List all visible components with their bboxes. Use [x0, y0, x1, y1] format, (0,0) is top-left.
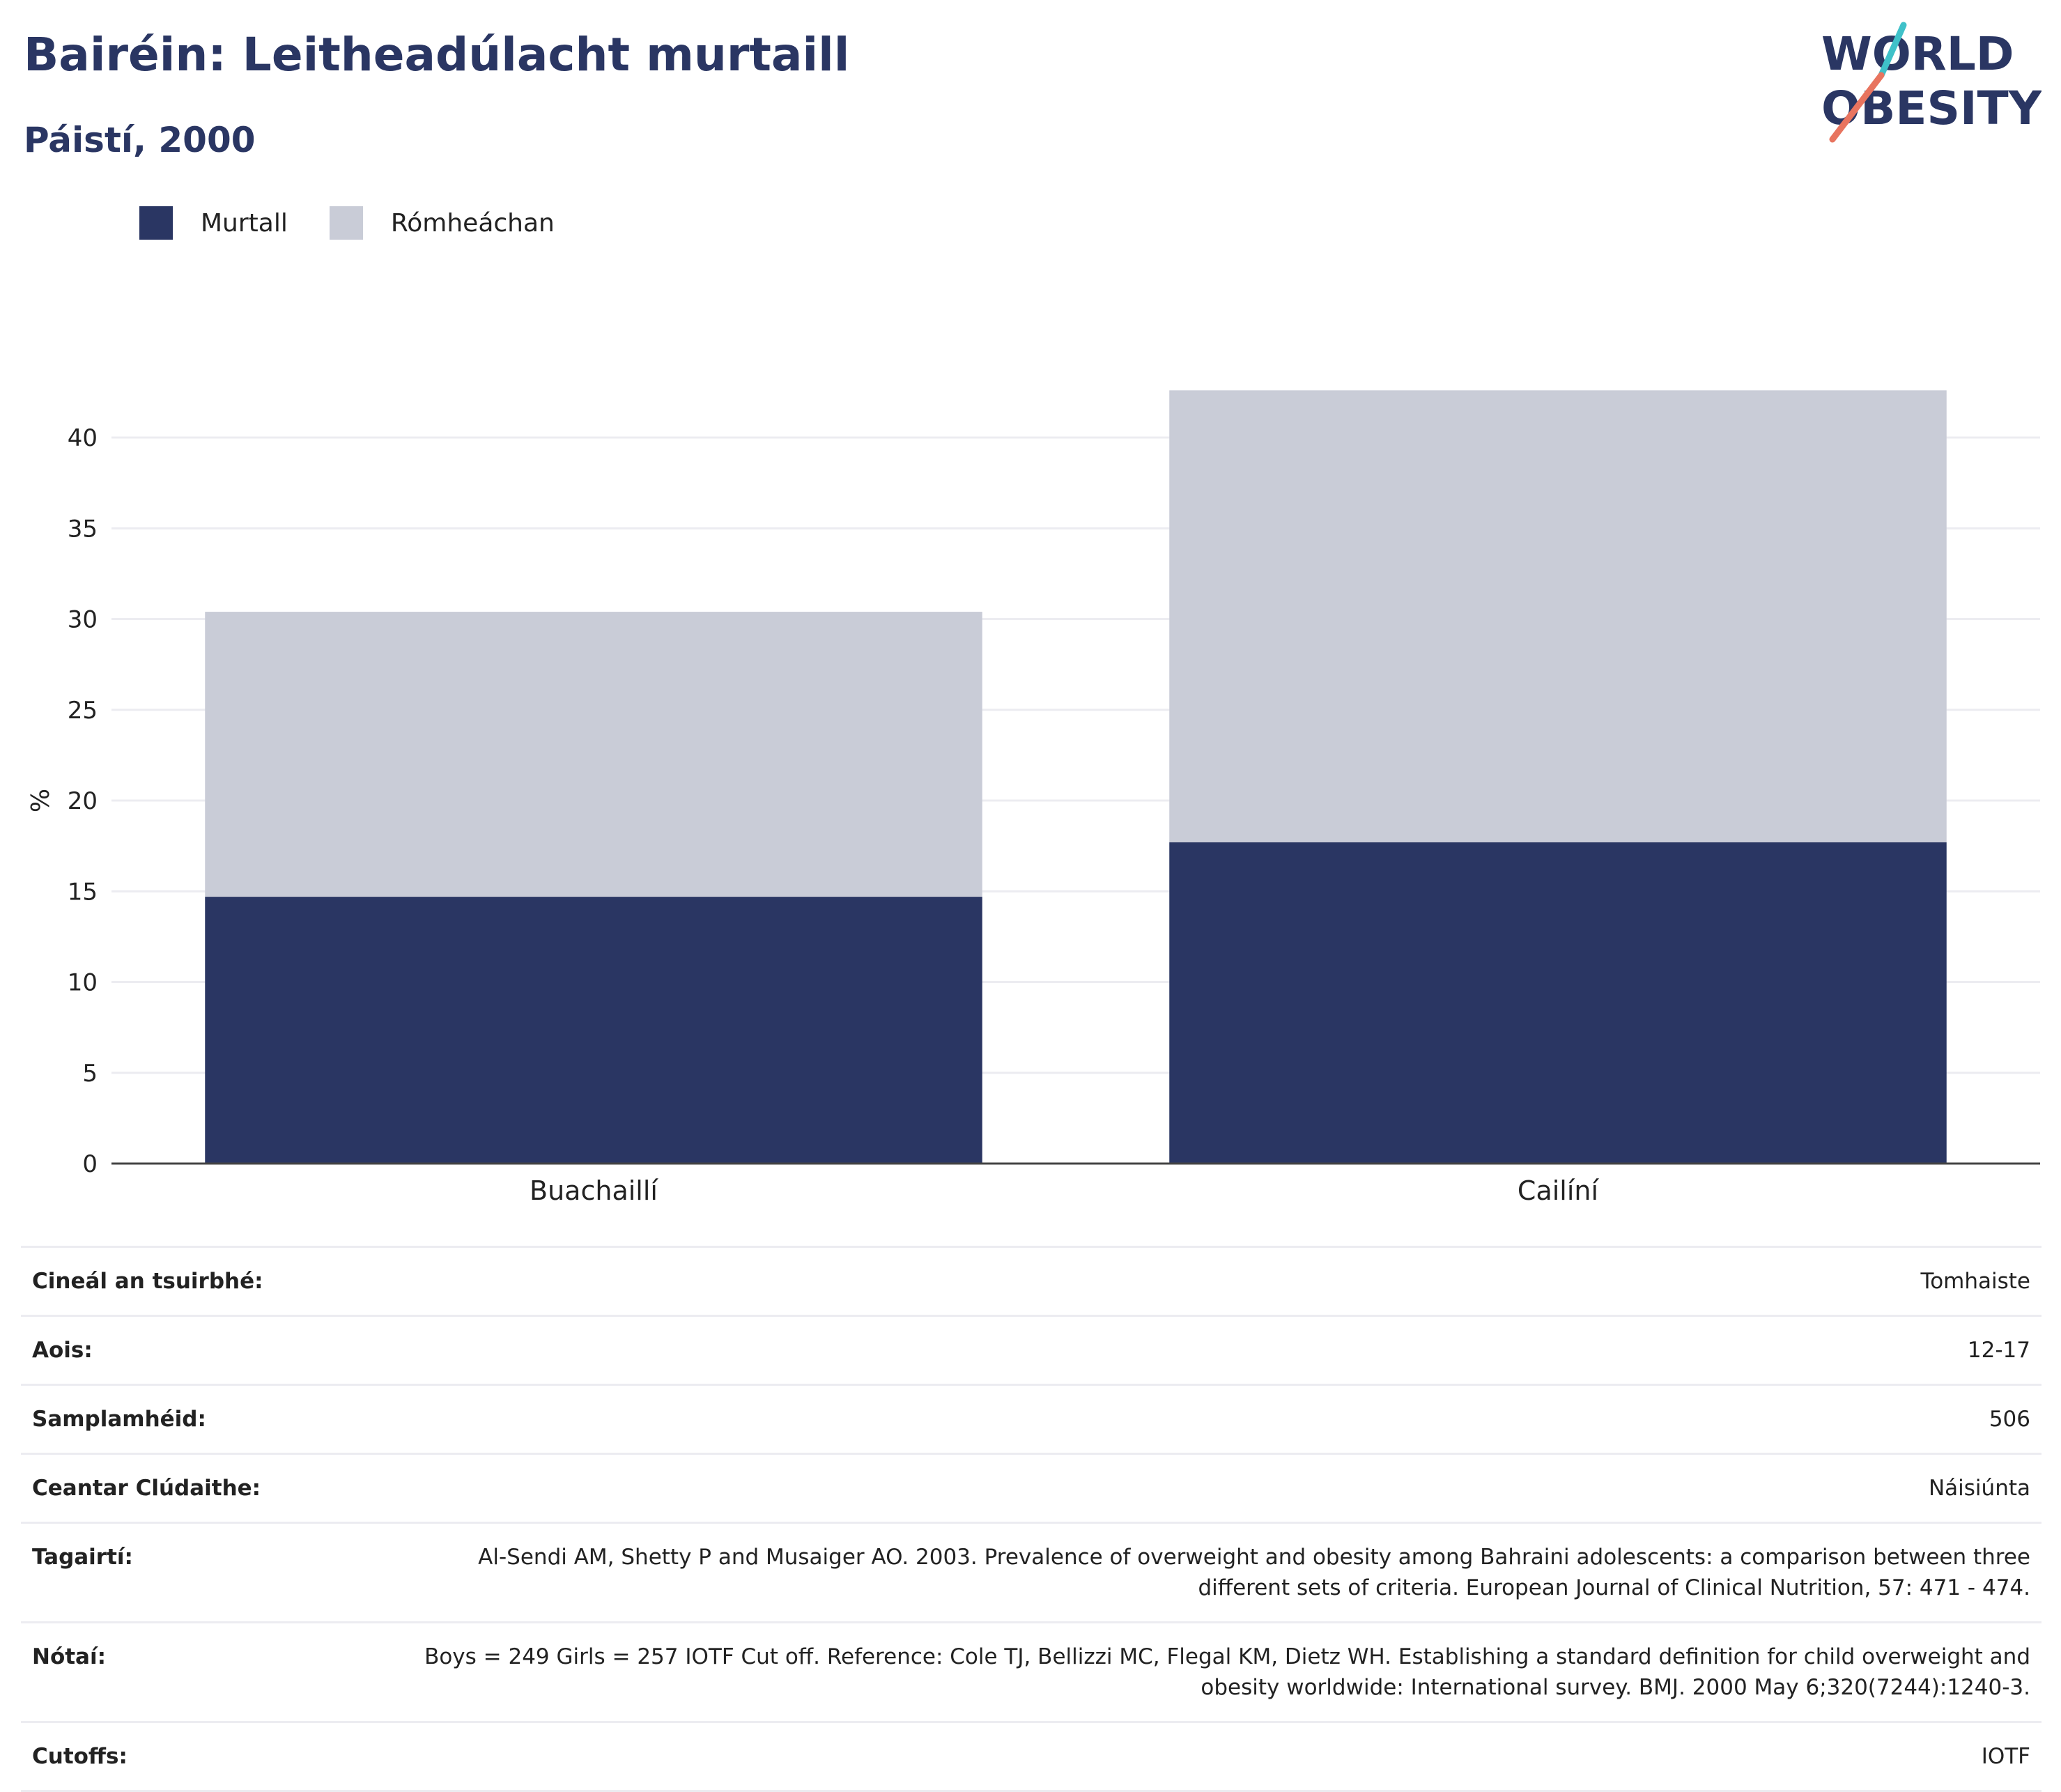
chart-legend: Murtall Rómheáchan: [139, 206, 596, 240]
y-tick-label: 10: [68, 969, 98, 997]
meta-row: Cineál an tsuirbhé: Tomhaiste: [21, 1246, 2041, 1316]
legend-label-overweight: Rómheáchan: [390, 208, 555, 238]
meta-row: Tagairtí: Al-Sendi AM, Shetty P and Musai…: [21, 1522, 2041, 1623]
logo-text-world: WORLD: [1821, 27, 2014, 81]
x-tick-label: Buachaillí: [530, 1175, 658, 1206]
bar-obese-0: [205, 897, 982, 1164]
bar-obese-1: [1169, 842, 1947, 1164]
meta-key: Aois:: [21, 1315, 406, 1385]
meta-row: Cutoffs: IOTF: [21, 1721, 2041, 1792]
bar-overweight-1: [1169, 390, 1947, 842]
legend-swatch-overweight: [329, 206, 363, 240]
meta-row: Aois: 12-17: [21, 1315, 2041, 1385]
stacked-bar-chart: 0 5 10 15 20 25 30 35 40% Buachaillí Cailíní: [26, 390, 2040, 1206]
logo-slash-coral: [1829, 72, 1885, 143]
y-tick-label: 20: [68, 787, 98, 815]
meta-value: Náisiúnta: [406, 1453, 2041, 1523]
y-tick-label: 25: [68, 697, 98, 725]
meta-value: Al-Sendi AM, Shetty P and Musaiger AO. 2…: [406, 1522, 2041, 1623]
x-tick-label: Cailíní: [1518, 1175, 1600, 1206]
y-axis-label: %: [26, 789, 55, 812]
meta-key: Nótaí:: [21, 1621, 406, 1722]
meta-key: Ceantar Clúdaithe:: [21, 1453, 406, 1523]
meta-key: Cineál an tsuirbhé:: [21, 1246, 406, 1316]
legend-swatch-obese: [139, 206, 173, 240]
chart-title: Bairéin: Leitheadúlacht murtaill: [24, 28, 850, 82]
world-obesity-logo: WORLD OBESITY: [1821, 22, 2041, 143]
y-tick-label: 30: [68, 606, 98, 634]
chart-subtitle: Páistí, 2000: [24, 120, 256, 160]
meta-row: Samplamhéid: 506: [21, 1384, 2041, 1454]
meta-row: Ceantar Clúdaithe: Náisiúnta: [21, 1453, 2041, 1523]
y-tick-label: 15: [68, 878, 98, 906]
survey-metadata-table: Cineál an tsuirbhé: Tomhaiste Aois: 12-17 Sa…: [21, 1246, 2041, 1792]
meta-value: Tomhaiste: [406, 1246, 2041, 1316]
logo-slash-teal: [1878, 22, 1907, 79]
meta-value: 12-17: [406, 1315, 2041, 1385]
meta-row: Nótaí: Boys = 249 Girls = 257 IOTF Cut of…: [21, 1621, 2041, 1722]
y-tick-label: 40: [68, 424, 98, 452]
legend-item-overweight[interactable]: Rómheáchan: [329, 206, 555, 240]
y-tick-label: 0: [82, 1150, 98, 1178]
legend-item-obese[interactable]: Murtall: [139, 206, 288, 240]
meta-value: IOTF: [406, 1721, 2041, 1792]
meta-value: 506: [406, 1384, 2041, 1454]
meta-value: Boys = 249 Girls = 257 IOTF Cut off. Ref…: [406, 1621, 2041, 1722]
meta-key: Tagairtí:: [21, 1522, 406, 1623]
meta-key: Samplamhéid:: [21, 1384, 406, 1454]
bar-overweight-0: [205, 612, 982, 897]
legend-label-obese: Murtall: [201, 208, 288, 238]
meta-key: Cutoffs:: [21, 1721, 406, 1792]
y-tick-label: 35: [68, 515, 98, 543]
y-tick-label: 5: [82, 1060, 98, 1088]
